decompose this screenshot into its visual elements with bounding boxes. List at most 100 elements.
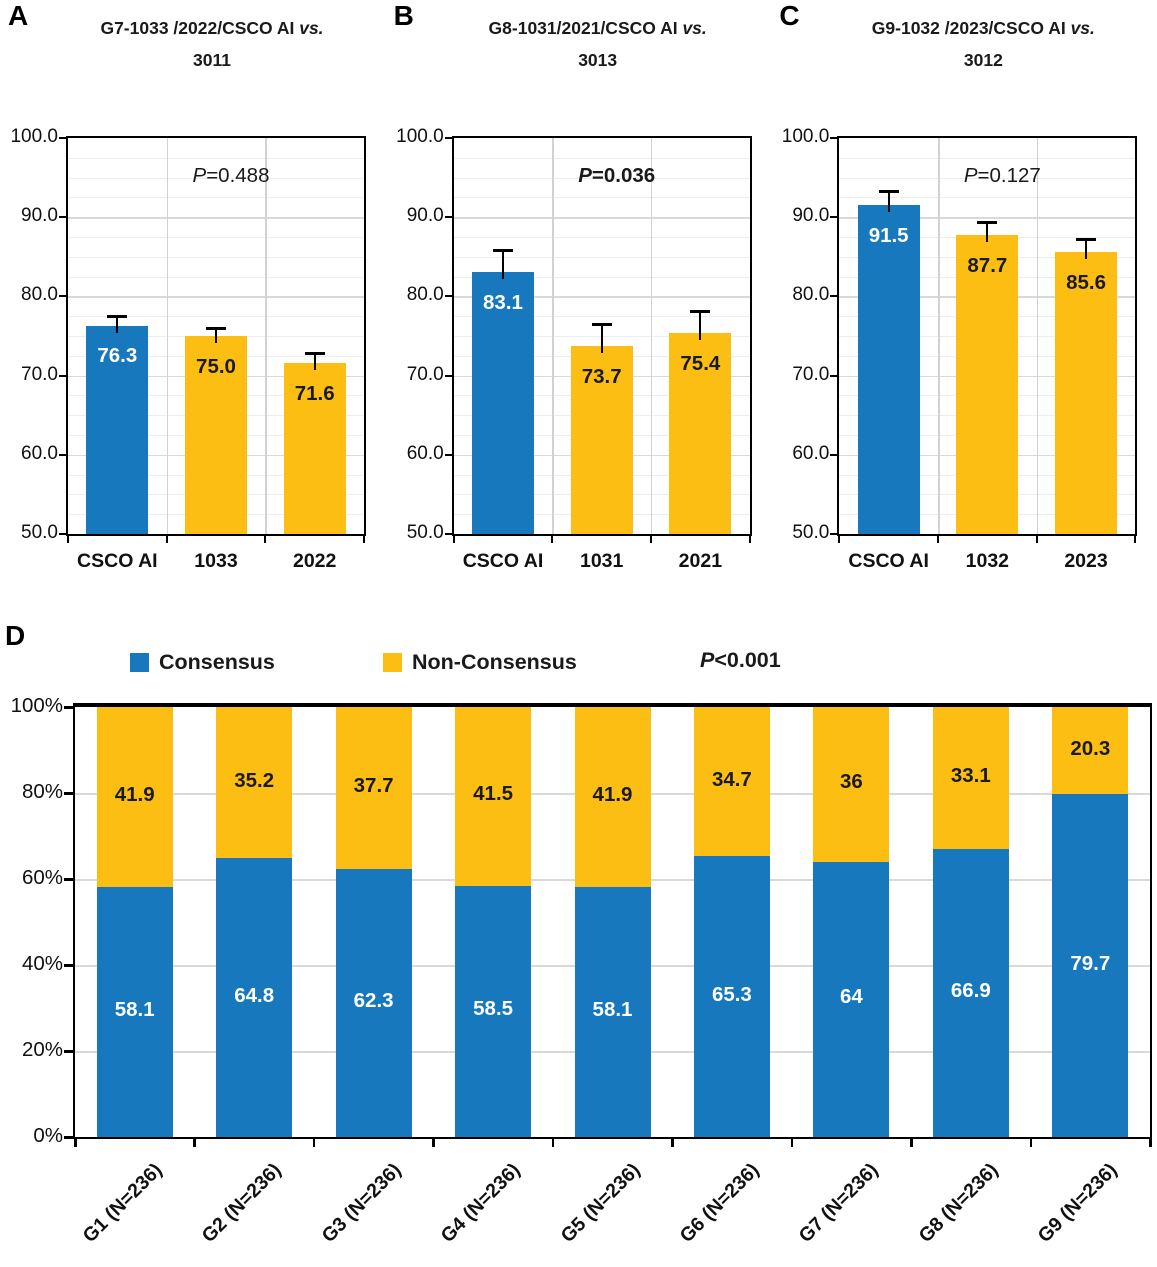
error-bar-line (600, 322, 603, 354)
x-tick-mark (193, 1137, 196, 1147)
x-category-label: CSCO AI (77, 550, 158, 572)
gridline-minor (453, 256, 750, 258)
panel-c-title-vs: vs. (1070, 18, 1095, 38)
y-tick-mark (444, 137, 454, 139)
error-bar-line (116, 315, 119, 333)
panel-b-p-value: P=0.036 (454, 164, 750, 188)
y-tick-mark (830, 453, 840, 456)
legend-label-consensus: Consensus (159, 650, 275, 674)
bar (185, 336, 247, 534)
segment-label-consensus: 79.7 (1070, 951, 1111, 975)
x-category-label: CSCO AI (462, 550, 544, 572)
panel-b-letter: B (393, 0, 414, 31)
y-tick-mark (64, 964, 75, 967)
category-separator (552, 138, 554, 534)
x-tick-mark (748, 534, 751, 543)
bar-value-label: 73.7 (581, 365, 622, 388)
panel-b-title-line2: 3013 (578, 50, 618, 70)
gridline-minor (68, 157, 364, 159)
panel-a-title: G7-1033 /2022/CSCO AI vs. 3011 (46, 12, 378, 76)
x-tick-mark (74, 1137, 77, 1147)
bar-segment-non-consensus (96, 707, 173, 888)
gridline-minor (453, 177, 750, 179)
x-tick-mark (551, 1137, 555, 1147)
y-tick-mark (59, 295, 68, 298)
category-separator (166, 138, 169, 534)
error-bar-cap (977, 221, 998, 225)
x-tick-mark (790, 1137, 794, 1147)
legend-item-non-consensus: Non-Consensus (383, 650, 577, 675)
y-tick-label: 90.0 (21, 205, 58, 227)
panel-b-plot-area: P=0.036 50.0 60.0 70.0 80.0 90.0 100.0 83.1 CSC… (396, 126, 752, 572)
panel-d-p-value: P<0.001 (700, 648, 781, 673)
panel-a-title-line2: 3011 (193, 50, 231, 70)
y-tick-label: 100% (10, 694, 63, 717)
segment-label-non-consensus: 41.9 (592, 783, 633, 807)
bar-segment-non-consensus (693, 707, 770, 857)
bar-segment-consensus (96, 887, 173, 1137)
x-category-label: G6 (N=236) (675, 1159, 764, 1247)
x-tick-mark (551, 534, 554, 543)
category-separator (650, 138, 653, 534)
bar (857, 205, 920, 534)
y-tick-mark (64, 706, 75, 709)
gridline-minor (453, 316, 750, 318)
error-bar-cap (591, 322, 612, 326)
legend-swatch-consensus (130, 653, 149, 672)
y-tick-label: 100.0 (10, 126, 58, 147)
category-separator (938, 138, 940, 534)
y-tick-label: 50.0 (406, 522, 444, 543)
bar-segment-consensus (693, 856, 770, 1137)
y-tick-mark (830, 216, 840, 219)
panel-c-plot-area: P=0.127 50.0 60.0 70.0 80.0 90.0 100.0 91.5 CSC… (782, 126, 1138, 572)
x-category-label: G2 (N=236) (197, 1159, 286, 1247)
gridline-minor (453, 237, 750, 238)
error-bar-cap (206, 326, 226, 330)
x-category-label: G5 (N=236) (556, 1159, 645, 1247)
error-bar-line (501, 248, 504, 279)
x-tick-mark (671, 1137, 674, 1147)
p-rest: =0.036 (591, 164, 656, 187)
p-symbol: P (578, 164, 592, 187)
p-symbol: P (700, 648, 715, 672)
gridline-minor (68, 237, 364, 238)
x-tick-mark (910, 1137, 913, 1147)
gridline-minor (453, 197, 750, 199)
bar-segment-consensus (1052, 794, 1129, 1137)
panel-d-letter: D (5, 620, 26, 651)
segment-label-non-consensus: 34.7 (711, 767, 752, 791)
y-tick-label: 70.0 (792, 363, 830, 385)
p-rest: <0.001 (714, 648, 781, 672)
y-tick-label: 60% (21, 866, 63, 889)
x-category-label: 1033 (194, 550, 238, 572)
x-category-label: CSCO AI (848, 550, 929, 572)
panel-a-letter: A (8, 0, 29, 31)
panel-a-title-vs: vs. (299, 18, 324, 38)
bar-value-label: 85.6 (1066, 270, 1106, 294)
bar (283, 362, 346, 534)
x-category-label: G7 (N=236) (794, 1159, 883, 1247)
bar-value-label: 75.4 (680, 351, 721, 375)
x-tick-mark (432, 1137, 435, 1147)
x-tick-mark (1035, 534, 1038, 543)
y-tick-mark (830, 533, 840, 535)
error-bar-cap (1076, 237, 1097, 241)
gridline-major (839, 217, 1136, 219)
y-tick-label: 0% (33, 1124, 63, 1147)
bar (956, 235, 1019, 534)
y-tick-label: 80% (21, 780, 63, 803)
x-tick-mark (165, 534, 168, 543)
bar (86, 325, 149, 534)
y-tick-mark (64, 878, 75, 881)
bar (471, 271, 534, 534)
y-tick-mark (59, 533, 68, 535)
y-tick-label: 100.0 (396, 126, 444, 147)
error-bar-cap (878, 189, 899, 193)
error-bar-line (986, 221, 989, 243)
y-tick-mark (59, 137, 68, 139)
bar-segment-non-consensus (932, 707, 1009, 850)
error-bar-line (313, 351, 316, 370)
y-tick-label: 40% (21, 952, 63, 975)
y-tick-label: 80.0 (792, 284, 830, 306)
x-tick-mark (363, 534, 365, 543)
